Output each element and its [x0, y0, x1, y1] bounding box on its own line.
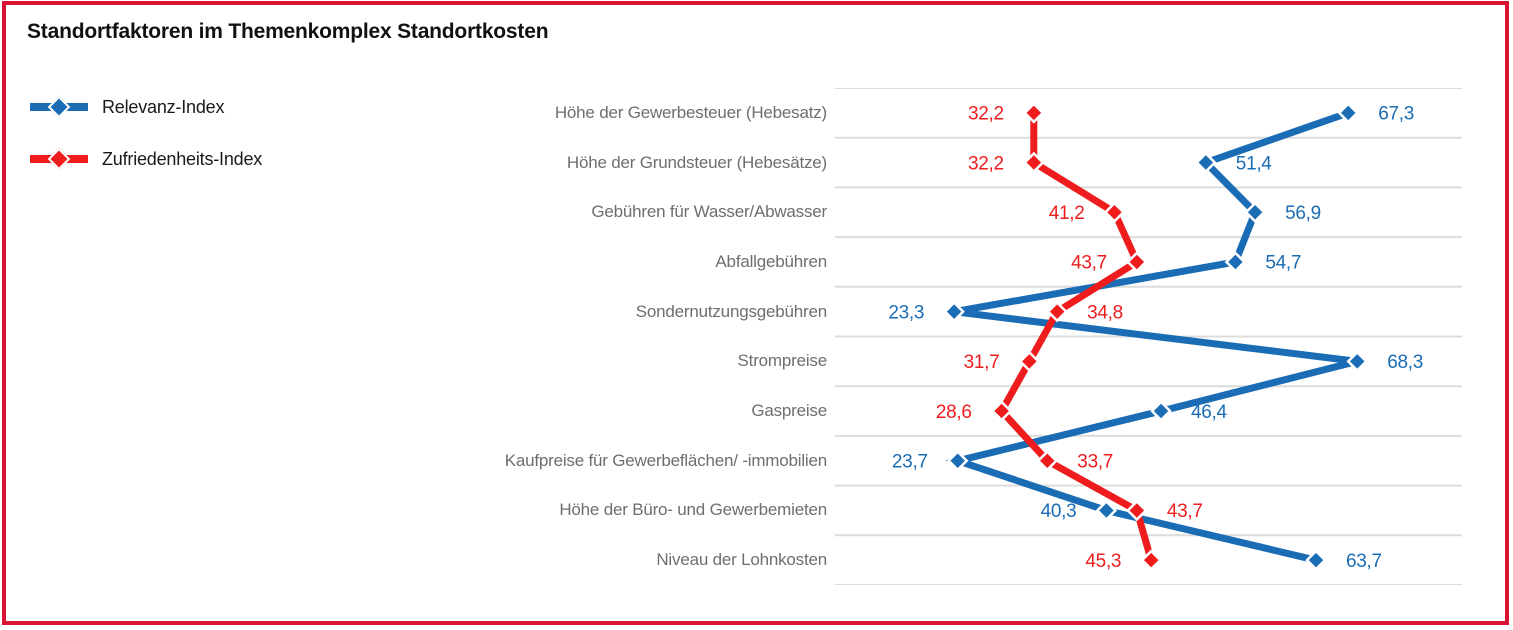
Relevanz-Index-marker-icon	[1346, 350, 1368, 373]
value-label: 56,9	[1285, 203, 1321, 224]
series-line-Relevanz-Index	[945, 109, 1359, 564]
Relevanz-Index-marker-icon	[943, 300, 965, 323]
legend-item-relevanz: Relevanz-Index	[30, 95, 262, 119]
value-label: 68,3	[1387, 352, 1423, 373]
Relevanz-Index-marker-icon	[1337, 102, 1360, 124]
Relevanz-Index-marker-icon	[1150, 400, 1172, 422]
value-label: 32,2	[968, 104, 1004, 125]
value-label: 28,6	[936, 402, 972, 423]
category-label: Höhe der Büro- und Gewerbemieten	[559, 500, 827, 520]
value-label: 45,3	[1085, 551, 1121, 572]
category-label: Abfallgebühren	[715, 251, 827, 271]
Relevanz-Index-marker-icon	[1224, 251, 1247, 273]
value-label: 34,8	[1087, 302, 1123, 323]
plot-area: 67,3 51,4 56,9 54,7 23,3 68,3 46,4 23,7 40,3 63,7…	[835, 88, 1462, 585]
Zufriedenheits-Index-marker-icon	[1140, 549, 1162, 571]
Zufriedenheits-Index-marker-icon	[1046, 300, 1068, 323]
Zufriedenheits-Index-marker-icon	[1036, 449, 1059, 472]
value-label: 54,7	[1265, 253, 1301, 274]
value-label: 41,2	[1049, 203, 1085, 224]
zufriedenheit-series-swatch-icon	[30, 147, 88, 171]
Zufriedenheits-Index-marker-icon	[1126, 499, 1148, 522]
category-label: Gaspreise	[751, 400, 827, 420]
category-label: Kaufpreise für Gewerbeflächen/ -immobili…	[504, 450, 828, 470]
Relevanz-Index-marker-icon	[1305, 549, 1327, 571]
category-label: Höhe der Grundsteuer (Hebesätze)	[566, 152, 827, 172]
relevanz-series-swatch-icon	[30, 95, 88, 119]
value-label: 23,7	[892, 451, 928, 472]
value-label: 51,4	[1236, 153, 1273, 174]
legend-label-zufriedenheit: Zufriedenheits-Index	[102, 148, 263, 169]
value-label: 32,2	[968, 153, 1004, 174]
value-label: 67,3	[1378, 104, 1414, 125]
legend-item-zufriedenheit: Zufriedenheits-Index	[30, 147, 263, 171]
legend-label-relevanz: Relevanz-Index	[102, 96, 225, 117]
Zufriedenheits-Index-marker-icon	[1018, 350, 1041, 373]
Relevanz-Index-marker-icon	[1095, 499, 1118, 522]
category-labels-column: Höhe der Gewerbesteuer (Hebesatz) Höhe de…	[0, 88, 828, 585]
category-label: Strompreise	[737, 351, 828, 371]
category-label: Niveau der Lohnkosten	[656, 550, 827, 570]
series-line-Zufriedenheits-Index	[997, 112, 1155, 562]
Relevanz-Index-marker-icon	[946, 449, 969, 472]
Zufriedenheits-Index-marker-icon	[1023, 102, 1045, 124]
Zufriedenheits-Index-marker-icon	[1103, 201, 1126, 224]
category-label: Sondernutzungsgebühren	[635, 301, 827, 321]
category-label: Gebühren für Wasser/Abwasser	[591, 202, 827, 222]
value-label: 40,3	[1041, 501, 1077, 522]
chart-svg: 67,3 51,4 56,9 54,7 23,3 68,3 46,4 23,7 40,3 63,7…	[835, 88, 1462, 585]
value-label: 33,7	[1077, 451, 1113, 472]
Zufriedenheits-Index-marker-icon	[990, 400, 1013, 422]
value-label: 43,7	[1167, 501, 1203, 522]
value-label: 63,7	[1346, 551, 1382, 572]
chart-title: Standortfaktoren im Themenkomplex Stando…	[27, 20, 549, 43]
Relevanz-Index-marker-icon	[1195, 151, 1217, 174]
value-label: 43,7	[1071, 253, 1107, 274]
Zufriedenheits-Index-marker-icon	[1126, 251, 1148, 273]
value-label: 46,4	[1191, 402, 1228, 423]
Relevanz-Index-marker-icon	[1244, 201, 1266, 224]
chart-legend: Relevanz-Index Zufriedenheits-Index	[30, 95, 263, 200]
category-label: Höhe der Gewerbesteuer (Hebesatz)	[554, 102, 827, 122]
value-label: 23,3	[888, 302, 924, 323]
value-label: 31,7	[964, 352, 1000, 373]
Zufriedenheits-Index-marker-icon	[1023, 151, 1045, 174]
